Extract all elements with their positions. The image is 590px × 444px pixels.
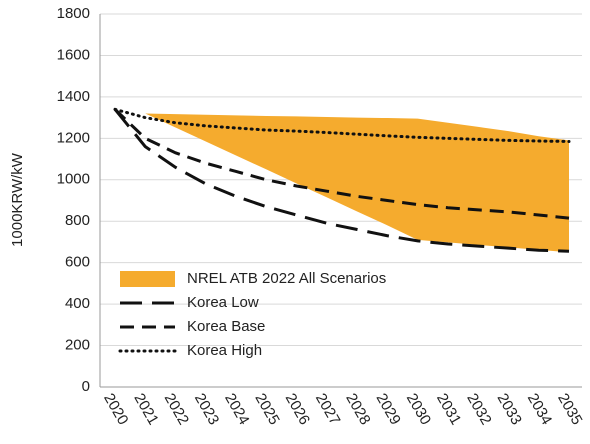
y-tick-label: 1800: [57, 5, 90, 22]
y-tick-label: 600: [65, 254, 90, 271]
x-tick-label: 2034: [524, 390, 555, 427]
legend-label: Korea High: [187, 342, 262, 359]
x-tick-label: 2020: [100, 390, 131, 427]
y-tick-label: 1000: [57, 171, 90, 188]
x-tick-label: 2021: [130, 390, 161, 427]
legend-label: Korea Low: [187, 294, 259, 311]
y-tick-label: 400: [65, 295, 90, 312]
x-tick-label: 2024: [221, 390, 252, 427]
line-series: [113, 108, 570, 253]
line-series: [113, 108, 570, 220]
y-tick-label: 0: [82, 378, 90, 395]
x-tick-label: 2022: [161, 390, 192, 427]
y-tick-label: 200: [65, 337, 90, 354]
x-tick-label: 2033: [494, 390, 525, 427]
y-tick-label: 800: [65, 212, 90, 229]
x-tick-label: 2023: [191, 390, 222, 427]
x-tick-label: 2030: [403, 390, 434, 427]
y-tick-label: 1600: [57, 46, 90, 63]
x-tick-label: 2027: [312, 390, 343, 427]
x-tick-label: 2031: [433, 390, 464, 427]
line-series: [113, 107, 571, 143]
x-tick-label: 2032: [463, 390, 494, 427]
x-tick-label: 2025: [251, 390, 282, 427]
legend-label: NREL ATB 2022 All Scenarios: [187, 270, 386, 287]
y-axis-label: 1000KRW/kW: [9, 152, 26, 247]
y-tick-label: 1200: [57, 129, 90, 146]
legend-swatch: [120, 271, 175, 287]
x-tick-label: 2029: [372, 390, 403, 427]
range-band: [145, 113, 569, 253]
x-tick-label: 2035: [554, 390, 585, 427]
x-tick-label: 2028: [342, 390, 373, 427]
legend-label: Korea Base: [187, 318, 265, 335]
x-tick-label: 2026: [282, 390, 313, 427]
y-tick-label: 1400: [57, 88, 90, 105]
